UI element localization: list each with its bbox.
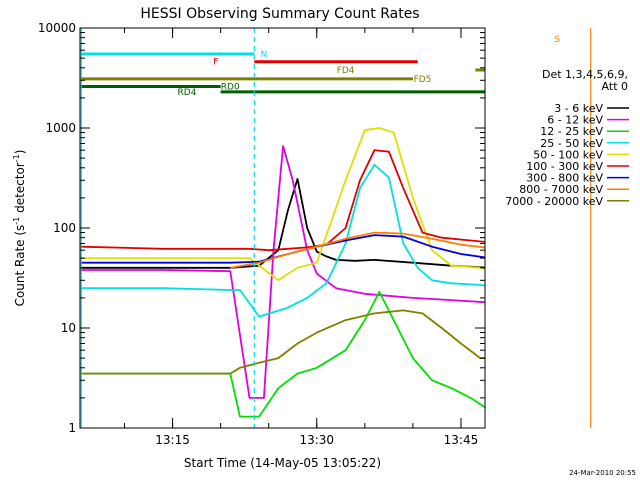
flag-label-f: F <box>213 58 218 68</box>
y-label-sup2: -1 <box>12 154 21 162</box>
series-line-6-12-kev <box>80 145 485 399</box>
flag-label-rd0: RD0 <box>221 83 240 93</box>
y-label-sup1: -1 <box>12 217 21 225</box>
x-axis: 13:15 13:30 13:45 <box>124 28 479 447</box>
x-tick-label: 13:30 <box>299 433 334 447</box>
chart-title: HESSI Observing Summary Count Rates <box>140 6 419 22</box>
series-line-25-50-kev <box>80 163 485 318</box>
series-line-12-25-kev <box>80 290 485 418</box>
y-tick-label: 1000 <box>45 121 76 135</box>
flag-label-s: S <box>554 35 560 45</box>
y-tick-label: 1 <box>68 421 76 435</box>
flag-bars <box>80 52 485 94</box>
legend-label-300-800-kev: 300 - 800 keV <box>526 172 603 185</box>
x-tick-label: 13:45 <box>444 433 479 447</box>
y-label-end: ) <box>13 150 27 155</box>
flag-label-n: N <box>261 50 268 60</box>
y-tick-label: 100 <box>53 221 76 235</box>
x-axis-label: Start Time (14-May-05 13:05:22) <box>184 456 381 470</box>
series-group <box>80 127 485 418</box>
x-tick-label: 13:15 <box>155 433 190 447</box>
y-axis-label: Count Rate (s-1 detector-1) <box>12 150 27 307</box>
flag-label-fd4: FD4 <box>337 66 355 76</box>
legend-label-3-6-kev: 3 - 6 keV <box>554 102 603 115</box>
legend-header: Att 0 <box>602 80 628 93</box>
footer-timestamp: 24-Mar-2010 20:55 <box>569 469 636 477</box>
legend-label-7000-20000-kev: 7000 - 20000 keV <box>505 195 603 208</box>
y-tick-label: 10 <box>61 321 76 335</box>
legend-label-100-300-kev: 100 - 300 keV <box>526 160 603 173</box>
y-label-main: Count Rate (s <box>13 225 27 307</box>
flag-label-fd5: FD5 <box>414 75 432 85</box>
series-line-7000-20000-kev <box>80 309 485 375</box>
series-line-100-300-kev <box>80 149 485 252</box>
y-label-mid: detector <box>13 162 27 217</box>
legend-label-12-25-kev: 12 - 25 keV <box>540 125 603 138</box>
legend-label-800-7000-kev: 800 - 7000 keV <box>519 183 603 196</box>
legend-label-6-12-kev: 6 - 12 keV <box>547 114 603 127</box>
y-tick-label: 10000 <box>38 21 76 35</box>
y-axis: 1 10 100 1000 10000 <box>38 21 485 435</box>
legend-label-50-100-kev: 50 - 100 keV <box>533 148 603 161</box>
legend-label-25-50-kev: 25 - 50 keV <box>540 137 603 150</box>
flag-label-rd4: RD4 <box>178 88 197 98</box>
legend-header: Det 1,3,4,5,6,9, <box>542 68 628 81</box>
series-line-800-7000-kev <box>230 231 485 269</box>
flag-labels: N S F FD4 FD5 RD0 RD4 <box>178 35 561 98</box>
series-line-300-800-kev <box>80 234 485 264</box>
